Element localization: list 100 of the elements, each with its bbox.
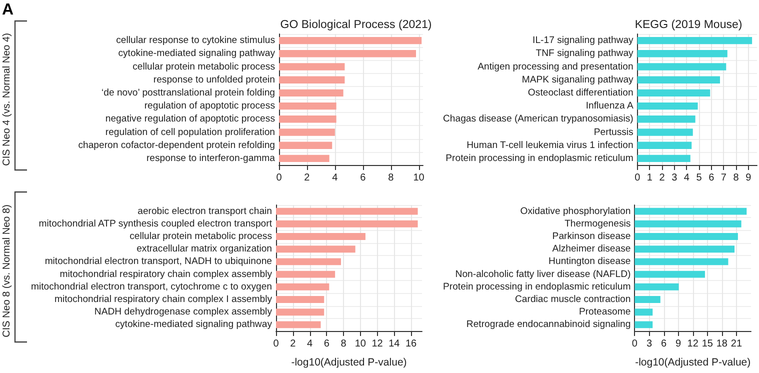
bar	[279, 102, 336, 110]
y-tick-label: Oxidative phosphorylation	[520, 206, 631, 217]
y-tick-label: Retrograde endocannabinoid signaling	[466, 319, 631, 330]
y-tick-label: ‘de novo’ posttranslational protein folding	[101, 87, 275, 98]
y-tick-label: IL-17 signaling pathway	[532, 35, 634, 46]
x-tick-label: 10	[413, 172, 425, 184]
y-tick-label: Thermogenesis	[564, 218, 631, 230]
bar	[634, 283, 679, 290]
y-tick-label: response to unfolded protein	[153, 74, 275, 86]
bar	[276, 283, 330, 290]
x-axis-title: -log10(Adjusted P-value)	[291, 356, 407, 368]
bar	[637, 36, 752, 44]
chart-title: GO Biological Process (2021)	[280, 19, 432, 31]
x-tick-label: 8	[340, 338, 347, 350]
x-tick-label: 8	[733, 172, 740, 184]
bar	[634, 321, 653, 328]
x-tick-label: 0	[273, 338, 280, 350]
x-tick-label: 3	[672, 172, 678, 184]
x-tick-label: 6	[324, 338, 330, 350]
bar	[276, 246, 356, 253]
bar	[634, 233, 738, 240]
bar	[276, 308, 324, 316]
text: CIS Neo 4 (vs. Normal Neo 4)	[2, 33, 12, 166]
y-tick-label: mitochondrial electron transport, NADH to ubiquinone	[44, 256, 272, 268]
bar	[637, 116, 696, 123]
x-tick-label: 16	[405, 338, 418, 350]
y-tick-label: Non-alcoholic fatty liver disease (NAFLD)	[455, 268, 631, 280]
x-tick-label: 4	[306, 338, 313, 350]
y-tick-label: response to interferon-gamma	[146, 152, 276, 164]
bar	[634, 258, 728, 266]
y-tick-label: Chagas disease (American trypanosomiasis)	[443, 114, 634, 125]
bar	[276, 233, 366, 240]
x-tick-label: 9	[746, 172, 752, 184]
y-tick-label: NADH dehydrogenase complex assembly	[94, 306, 272, 318]
x-tick-label: 9	[676, 338, 682, 350]
x-tick-label: 14	[388, 338, 400, 350]
y-tick-label: Osteoclast differentiation	[528, 87, 634, 98]
bar	[279, 89, 344, 97]
x-tick-label: 6	[360, 172, 366, 184]
bar	[276, 321, 321, 328]
y-tick-label: Protein processing in endoplasmic reticulum	[443, 281, 631, 292]
y-tick-label: Alzheimer disease	[552, 244, 631, 255]
text: CIS Neo 8 (vs. Normal Neo 8)	[2, 204, 12, 338]
y-tick-label: MAPK siganaling pathway	[522, 74, 634, 86]
y-tick-label: Cardiac muscle contraction	[514, 294, 631, 305]
bar	[637, 76, 720, 84]
y-tick-label: chaperon cofactor-dependent protein refolding	[78, 140, 275, 151]
bar	[279, 36, 422, 44]
x-tick-label: 8	[388, 172, 394, 184]
y-tick-label: Protein processing in endoplasmic reticulum	[446, 152, 634, 164]
bar	[637, 154, 690, 162]
x-tick-label: 2	[304, 172, 310, 184]
x-tick-label: 21	[730, 338, 742, 350]
x-tick-label: 18	[716, 338, 728, 350]
y-tick-label: cellular response to cytokine stimulus	[116, 35, 276, 46]
y-tick-label: mitochondrial respiratory chain complex assembly	[60, 268, 272, 280]
y-tick-label: Parkinson disease	[552, 231, 631, 242]
y-tick-label: Antigen processing and presentation	[478, 61, 634, 72]
bar	[634, 246, 735, 253]
bar	[634, 296, 660, 303]
y-tick-label: negative regulation of apoptotic process	[105, 114, 276, 125]
bar	[637, 89, 710, 97]
y-tick-label: Huntington disease	[548, 256, 631, 268]
x-tick-label: 0	[632, 338, 638, 350]
bar	[634, 208, 747, 215]
x-tick-label: 2	[290, 338, 296, 350]
x-tick-label: 0	[634, 172, 641, 184]
bar	[279, 63, 345, 70]
y-tick-label: Human T-cell leukemia virus 1 infection	[466, 140, 634, 151]
bar	[637, 50, 728, 58]
bar	[637, 102, 698, 110]
x-tick-label: 5	[696, 172, 702, 184]
bar	[637, 63, 726, 70]
x-tick-label: 1	[646, 172, 653, 184]
bar	[276, 220, 418, 228]
x-tick-label: 3	[646, 338, 652, 350]
y-tick-label: extracellular matrix organization	[136, 244, 272, 255]
bar	[276, 270, 336, 278]
bar	[634, 270, 705, 278]
text: A	[2, 2, 14, 18]
x-tick-label: 10	[354, 338, 366, 350]
y-tick-label: mitochondrial respiratory chain complex I assembly	[54, 294, 272, 305]
bar	[279, 142, 332, 149]
bar	[276, 258, 341, 266]
y-tick-label: Pertussis	[594, 126, 634, 138]
x-tick-label: 6	[708, 172, 715, 184]
y-tick-label: mitochondrial ATP synthesis coupled electron transport	[38, 218, 272, 230]
bar	[279, 50, 416, 58]
y-tick-label: Proteasome	[578, 306, 631, 318]
bar	[276, 296, 324, 303]
y-tick-label: Influenza A	[586, 100, 634, 112]
y-tick-label: cellular protein metabolic process	[130, 231, 272, 242]
bar	[279, 128, 335, 136]
y-tick-label: cellular protein metabolic process	[132, 61, 276, 72]
x-axis-title: -log10(Adjusted P-value)	[635, 356, 751, 368]
bar	[279, 154, 330, 162]
y-tick-label: regulation of apoptotic process	[144, 100, 276, 112]
bar	[637, 128, 693, 136]
x-tick-label: 7	[720, 172, 727, 184]
y-tick-label: aerobic electron transport chain	[138, 206, 272, 217]
